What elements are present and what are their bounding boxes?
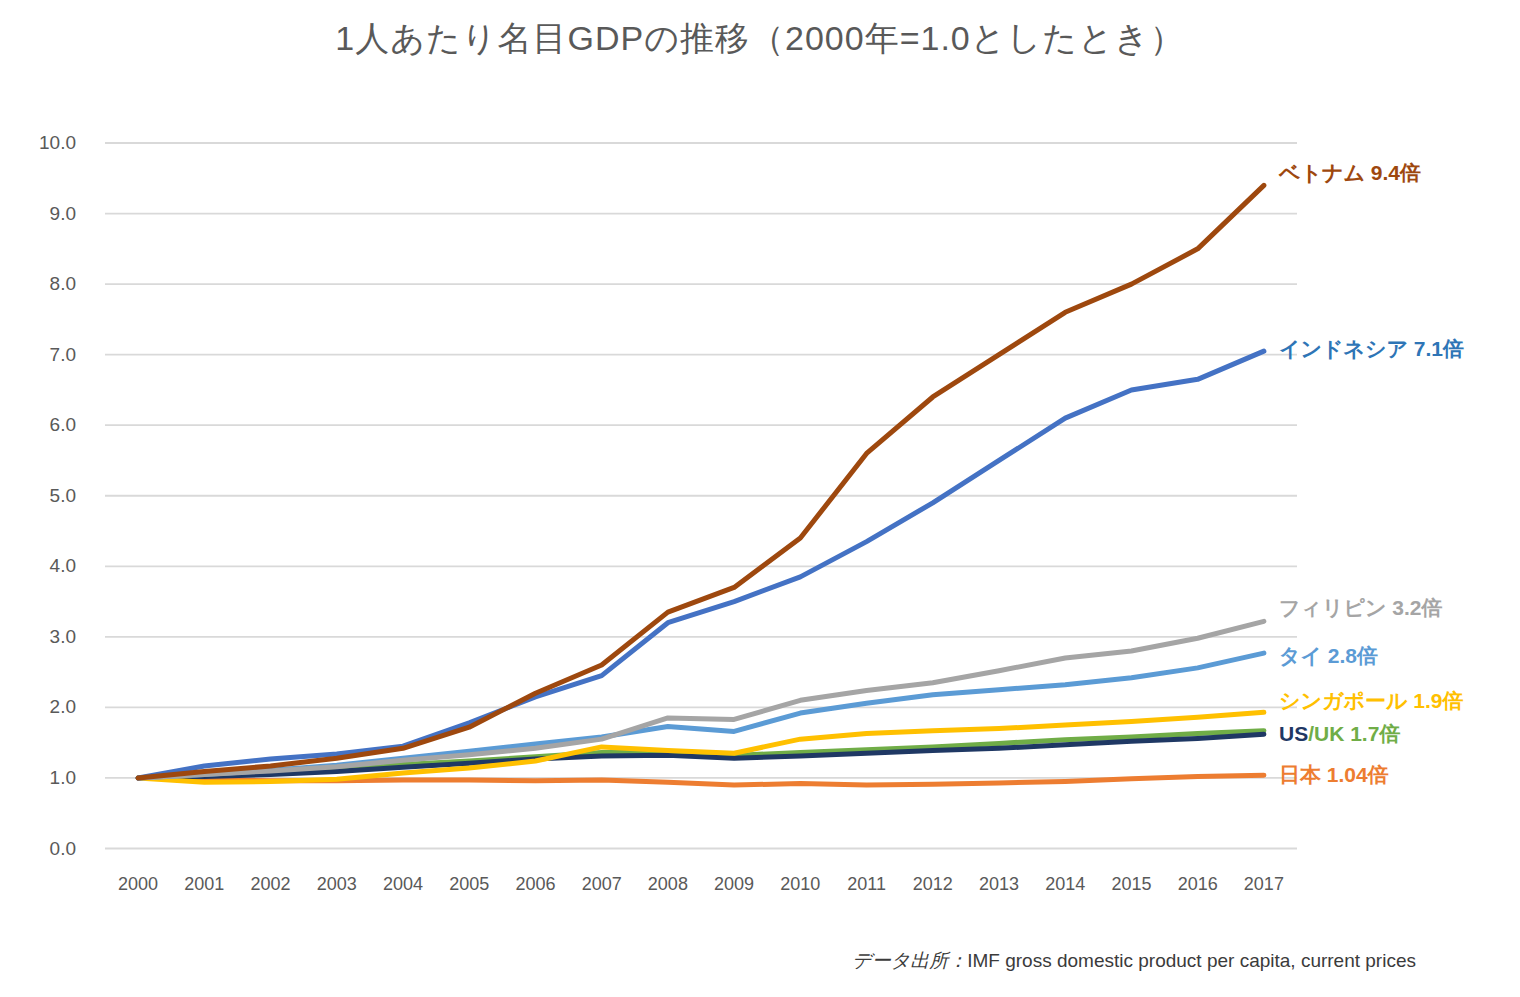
x-tick-label: 2015 bbox=[1098, 873, 1164, 895]
series-label-segment: フィリピン 3.2倍 bbox=[1279, 596, 1443, 619]
series-label-singapore: シンガポール 1.9倍 bbox=[1279, 687, 1464, 715]
line-indonesia bbox=[138, 351, 1264, 778]
x-tick-label: 2017 bbox=[1231, 873, 1297, 895]
series-label-philippines: フィリピン 3.2倍 bbox=[1279, 594, 1443, 622]
x-tick-label: 2000 bbox=[105, 873, 171, 895]
y-tick-label: 5.0 bbox=[0, 485, 76, 507]
y-tick-label: 4.0 bbox=[0, 555, 76, 577]
series-label-segment: シンガポール 1.9倍 bbox=[1279, 689, 1464, 712]
y-tick-label: 9.0 bbox=[0, 203, 76, 225]
y-tick-label: 10.0 bbox=[0, 132, 76, 154]
source-note: データ出所：IMF gross domestic product per cap… bbox=[852, 948, 1416, 974]
series-label-japan: 日本 1.04倍 bbox=[1279, 761, 1389, 789]
series-label-segment: /UK 1.7倍 bbox=[1308, 722, 1400, 745]
x-tick-label: 2005 bbox=[436, 873, 502, 895]
x-tick-label: 2014 bbox=[1032, 873, 1098, 895]
source-note-text: IMF gross domestic product per capita, c… bbox=[967, 950, 1416, 971]
x-tick-label: 2009 bbox=[701, 873, 767, 895]
x-tick-label: 2012 bbox=[900, 873, 966, 895]
y-tick-label: 3.0 bbox=[0, 626, 76, 648]
x-tick-label: 2007 bbox=[569, 873, 635, 895]
x-tick-label: 2008 bbox=[635, 873, 701, 895]
series-label-segment: 日本 1.04倍 bbox=[1279, 763, 1389, 786]
series-label-segment: US bbox=[1279, 722, 1308, 745]
series-label-indonesia: インドネシア 7.1倍 bbox=[1279, 335, 1464, 363]
series-label-segment: ベトナム 9.4倍 bbox=[1279, 161, 1421, 184]
x-tick-label: 2002 bbox=[238, 873, 304, 895]
x-tick-label: 2013 bbox=[966, 873, 1032, 895]
y-tick-label: 7.0 bbox=[0, 344, 76, 366]
series-lines bbox=[138, 185, 1264, 785]
y-tick-label: 2.0 bbox=[0, 696, 76, 718]
series-label-segment: タイ 2.8倍 bbox=[1279, 644, 1378, 667]
x-tick-label: 2006 bbox=[502, 873, 568, 895]
y-tick-label: 0.0 bbox=[0, 838, 76, 860]
x-tick-label: 2010 bbox=[767, 873, 833, 895]
source-note-prefix: データ出所： bbox=[852, 950, 967, 971]
y-tick-label: 6.0 bbox=[0, 414, 76, 436]
series-label-vietnam: ベトナム 9.4倍 bbox=[1279, 159, 1421, 187]
x-tick-label: 2004 bbox=[370, 873, 436, 895]
y-tick-label: 1.0 bbox=[0, 767, 76, 789]
series-label-thailand: タイ 2.8倍 bbox=[1279, 642, 1378, 670]
line-vietnam bbox=[138, 185, 1264, 778]
series-label-us: US/UK 1.7倍 bbox=[1279, 720, 1400, 748]
y-tick-label: 8.0 bbox=[0, 273, 76, 295]
series-label-segment: インドネシア 7.1倍 bbox=[1279, 337, 1464, 360]
x-tick-label: 2011 bbox=[834, 873, 900, 895]
x-tick-label: 2003 bbox=[304, 873, 370, 895]
gdp-line-chart bbox=[0, 0, 1520, 997]
x-tick-label: 2001 bbox=[171, 873, 237, 895]
x-tick-label: 2016 bbox=[1165, 873, 1231, 895]
